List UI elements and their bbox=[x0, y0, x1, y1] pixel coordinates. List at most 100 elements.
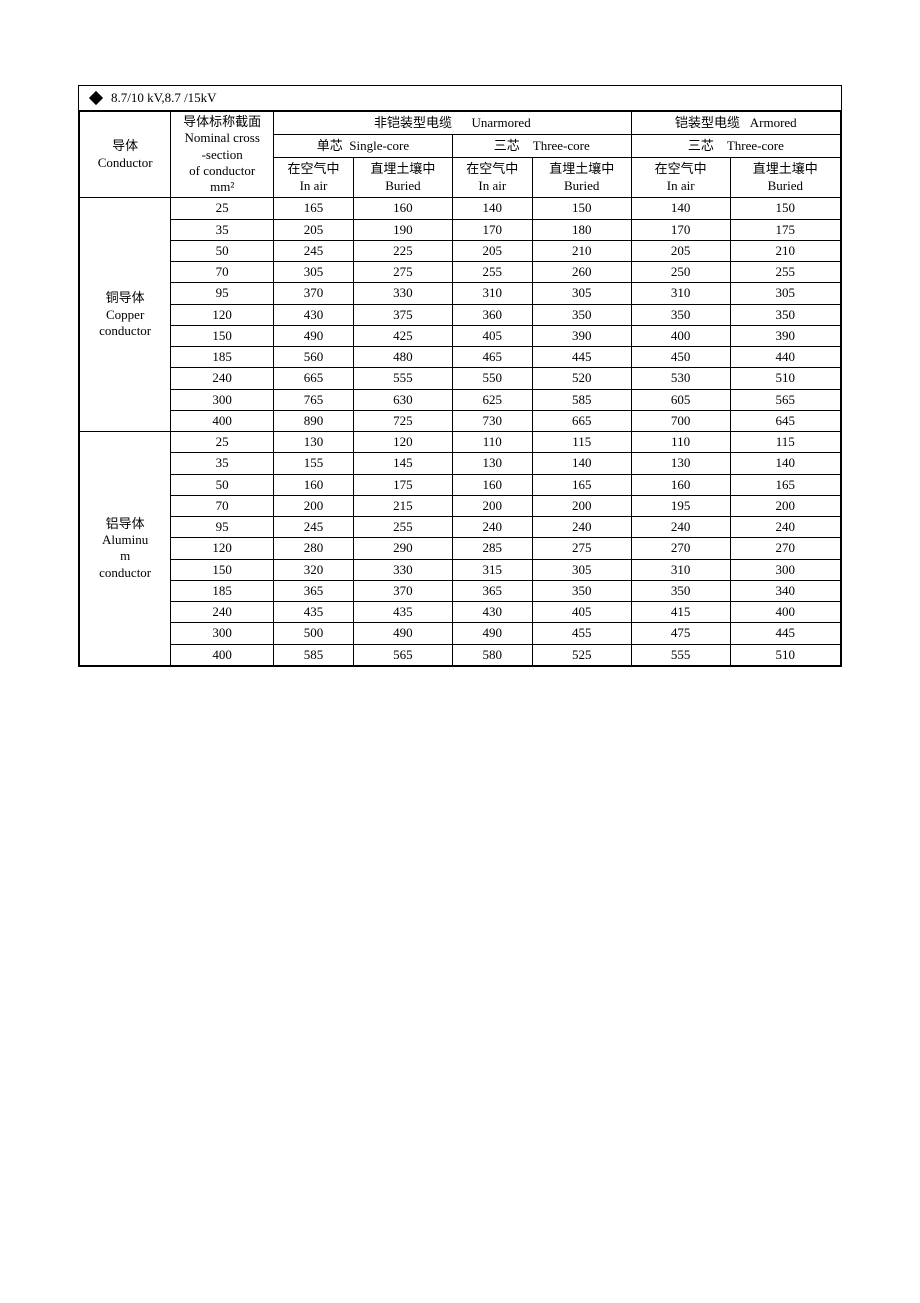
value-cell: 320 bbox=[274, 559, 354, 580]
value-cell: 115 bbox=[730, 432, 840, 453]
value-cell: 435 bbox=[353, 602, 452, 623]
value-cell: 475 bbox=[631, 623, 730, 644]
value-cell: 240 bbox=[532, 517, 631, 538]
value-cell: 725 bbox=[353, 410, 452, 431]
value-cell: 730 bbox=[452, 410, 532, 431]
value-cell: 140 bbox=[730, 453, 840, 474]
table-row: 35205190170180170175 bbox=[80, 219, 841, 240]
value-cell: 445 bbox=[532, 347, 631, 368]
value-cell: 130 bbox=[452, 453, 532, 474]
value-cell: 275 bbox=[532, 538, 631, 559]
value-cell: 140 bbox=[452, 198, 532, 219]
value-cell: 425 bbox=[353, 325, 452, 346]
size-cell: 400 bbox=[171, 644, 274, 665]
value-cell: 450 bbox=[631, 347, 730, 368]
value-cell: 585 bbox=[532, 389, 631, 410]
size-cell: 120 bbox=[171, 538, 274, 559]
value-cell: 270 bbox=[730, 538, 840, 559]
size-cell: 150 bbox=[171, 325, 274, 346]
value-cell: 400 bbox=[730, 602, 840, 623]
nominal-header: 导体标称截面Nominal cross-sectionof conductorm… bbox=[171, 112, 274, 198]
value-cell: 500 bbox=[274, 623, 354, 644]
value-cell: 115 bbox=[532, 432, 631, 453]
value-cell: 245 bbox=[274, 517, 354, 538]
value-cell: 150 bbox=[532, 198, 631, 219]
buried-header: 直埋土壤中Buried bbox=[532, 157, 631, 197]
value-cell: 565 bbox=[353, 644, 452, 665]
buried-header: 直埋土壤中Buried bbox=[730, 157, 840, 197]
value-cell: 350 bbox=[730, 304, 840, 325]
value-cell: 550 bbox=[452, 368, 532, 389]
value-cell: 160 bbox=[353, 198, 452, 219]
size-cell: 25 bbox=[171, 198, 274, 219]
value-cell: 585 bbox=[274, 644, 354, 665]
value-cell: 565 bbox=[730, 389, 840, 410]
value-cell: 200 bbox=[532, 495, 631, 516]
table-row: 70305275255260250255 bbox=[80, 262, 841, 283]
value-cell: 310 bbox=[631, 283, 730, 304]
value-cell: 310 bbox=[452, 283, 532, 304]
table-row: 35155145130140130140 bbox=[80, 453, 841, 474]
size-cell: 185 bbox=[171, 580, 274, 601]
in-air-header: 在空气中In air bbox=[452, 157, 532, 197]
value-cell: 465 bbox=[452, 347, 532, 368]
size-cell: 25 bbox=[171, 432, 274, 453]
value-cell: 150 bbox=[730, 198, 840, 219]
table-row: 50245225205210205210 bbox=[80, 240, 841, 261]
value-cell: 440 bbox=[730, 347, 840, 368]
value-cell: 435 bbox=[274, 602, 354, 623]
single-core-header: 单芯 Single-core bbox=[274, 134, 453, 157]
value-cell: 555 bbox=[353, 368, 452, 389]
size-cell: 70 bbox=[171, 495, 274, 516]
value-cell: 225 bbox=[353, 240, 452, 261]
value-cell: 165 bbox=[532, 474, 631, 495]
table-row: 铜导体Copperconductor25165160140150140150 bbox=[80, 198, 841, 219]
size-cell: 240 bbox=[171, 602, 274, 623]
value-cell: 370 bbox=[274, 283, 354, 304]
value-cell: 130 bbox=[631, 453, 730, 474]
in-air-header: 在空气中In air bbox=[631, 157, 730, 197]
value-cell: 160 bbox=[452, 474, 532, 495]
value-cell: 250 bbox=[631, 262, 730, 283]
value-cell: 175 bbox=[353, 474, 452, 495]
diamond-icon bbox=[89, 91, 103, 105]
table-row: 70200215200200195200 bbox=[80, 495, 841, 516]
size-cell: 95 bbox=[171, 283, 274, 304]
value-cell: 510 bbox=[730, 644, 840, 665]
table-row: 240435435430405415400 bbox=[80, 602, 841, 623]
value-cell: 155 bbox=[274, 453, 354, 474]
value-cell: 455 bbox=[532, 623, 631, 644]
size-cell: 50 bbox=[171, 240, 274, 261]
size-cell: 35 bbox=[171, 219, 274, 240]
value-cell: 170 bbox=[452, 219, 532, 240]
value-cell: 190 bbox=[353, 219, 452, 240]
value-cell: 700 bbox=[631, 410, 730, 431]
value-cell: 165 bbox=[274, 198, 354, 219]
conductor-header: 导体Conductor bbox=[80, 112, 171, 198]
value-cell: 490 bbox=[353, 623, 452, 644]
table-row: 185560480465445450440 bbox=[80, 347, 841, 368]
size-cell: 35 bbox=[171, 453, 274, 474]
size-cell: 50 bbox=[171, 474, 274, 495]
page-frame: 8.7/10 kV,8.7 /15kV 导体Conductor导体标称截面Nom… bbox=[78, 85, 842, 667]
group-label: 铜导体Copperconductor bbox=[80, 198, 171, 432]
value-cell: 350 bbox=[631, 580, 730, 601]
table-row: 400890725730665700645 bbox=[80, 410, 841, 431]
value-cell: 360 bbox=[452, 304, 532, 325]
value-cell: 490 bbox=[274, 325, 354, 346]
value-cell: 555 bbox=[631, 644, 730, 665]
value-cell: 170 bbox=[631, 219, 730, 240]
value-cell: 140 bbox=[532, 453, 631, 474]
value-cell: 370 bbox=[353, 580, 452, 601]
value-cell: 240 bbox=[730, 517, 840, 538]
value-cell: 665 bbox=[532, 410, 631, 431]
value-cell: 350 bbox=[631, 304, 730, 325]
value-cell: 580 bbox=[452, 644, 532, 665]
value-cell: 405 bbox=[452, 325, 532, 346]
value-cell: 210 bbox=[730, 240, 840, 261]
value-cell: 290 bbox=[353, 538, 452, 559]
value-cell: 645 bbox=[730, 410, 840, 431]
value-cell: 285 bbox=[452, 538, 532, 559]
value-cell: 300 bbox=[730, 559, 840, 580]
value-cell: 175 bbox=[730, 219, 840, 240]
